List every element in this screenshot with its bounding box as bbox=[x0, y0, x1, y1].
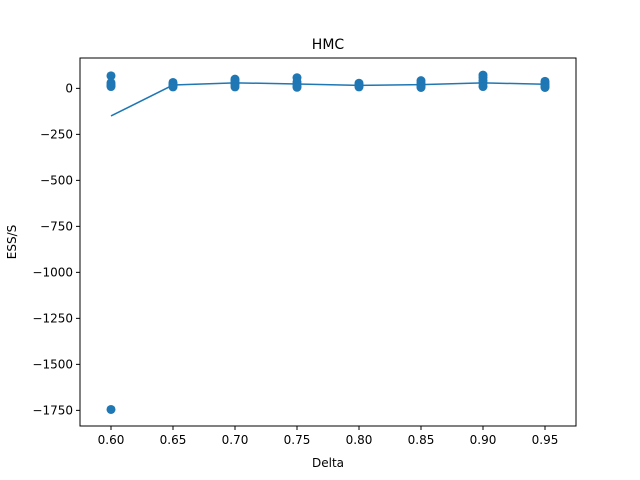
x-tick-label: 0.70 bbox=[222, 433, 249, 447]
y-axis: 0 −250 −500 −750 −1000 −1250 −1500 −1750 bbox=[32, 81, 80, 417]
scatter-point bbox=[106, 404, 116, 414]
x-tick-label: 0.85 bbox=[408, 433, 435, 447]
scatter-points-group bbox=[106, 70, 550, 414]
scatter-point bbox=[106, 71, 116, 81]
x-tick-label: 0.75 bbox=[284, 433, 311, 447]
y-tick-label: −1750 bbox=[32, 403, 73, 417]
y-tick-label: −500 bbox=[40, 173, 73, 187]
series-line bbox=[110, 82, 546, 117]
y-tick-label: 0 bbox=[65, 81, 73, 95]
x-tick-label: 0.95 bbox=[532, 433, 559, 447]
scatter-point bbox=[540, 82, 550, 92]
scatter-point bbox=[292, 82, 302, 92]
y-tick-label: −1000 bbox=[32, 265, 73, 279]
series-line-group bbox=[110, 82, 546, 117]
y-tick-label: −1500 bbox=[32, 357, 73, 371]
scatter-point bbox=[168, 82, 178, 92]
y-tick-label: −750 bbox=[40, 219, 73, 233]
plot-frame bbox=[79, 57, 577, 427]
x-axis: 0.60 0.65 0.70 0.75 0.80 0.85 0.90 0.95 bbox=[98, 426, 559, 447]
y-axis-label: ESS/S bbox=[5, 225, 19, 259]
scatter-point bbox=[354, 82, 364, 92]
x-axis-label: Delta bbox=[312, 456, 344, 470]
scatter-point bbox=[230, 82, 240, 92]
chart-title: HMC bbox=[312, 37, 345, 53]
x-tick-label: 0.65 bbox=[160, 433, 187, 447]
x-tick-label: 0.90 bbox=[470, 433, 497, 447]
x-tick-label: 0.60 bbox=[98, 433, 125, 447]
scatter-point bbox=[478, 82, 488, 92]
scatter-point bbox=[416, 82, 426, 92]
scatter-point bbox=[106, 82, 116, 92]
x-tick-label: 0.80 bbox=[346, 433, 373, 447]
y-tick-label: −250 bbox=[40, 127, 73, 141]
y-tick-label: −1250 bbox=[32, 311, 73, 325]
